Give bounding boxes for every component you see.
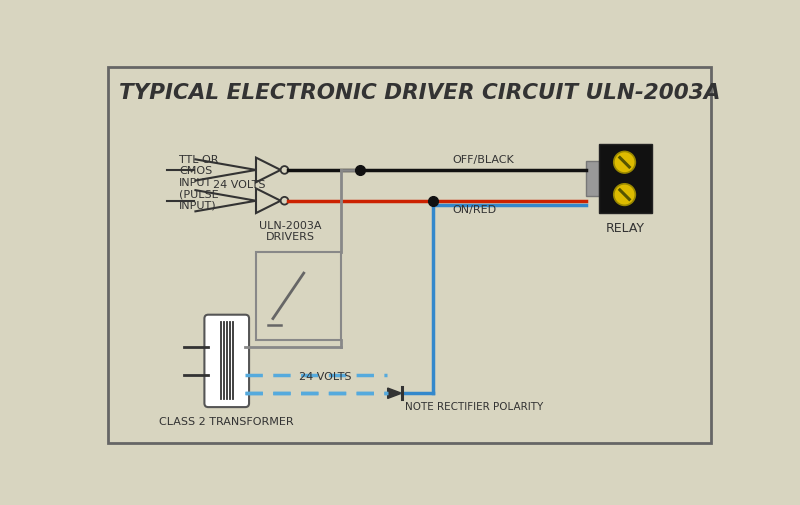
Circle shape <box>281 197 288 205</box>
Text: 24 VOLTS: 24 VOLTS <box>213 180 266 190</box>
Polygon shape <box>256 188 281 213</box>
Bar <box>586 161 599 196</box>
Text: RELAY: RELAY <box>606 222 645 235</box>
Circle shape <box>281 166 288 174</box>
Text: ON/RED: ON/RED <box>452 205 497 215</box>
Text: CLASS 2 TRANSFORMER: CLASS 2 TRANSFORMER <box>159 417 294 427</box>
Polygon shape <box>256 158 281 182</box>
FancyBboxPatch shape <box>205 315 249 407</box>
Circle shape <box>614 152 635 173</box>
Text: 24 VOLTS: 24 VOLTS <box>299 373 351 382</box>
Text: OFF/BLACK: OFF/BLACK <box>452 155 514 165</box>
Polygon shape <box>388 388 402 398</box>
Circle shape <box>614 184 635 206</box>
Bar <box>599 144 652 213</box>
Bar <box>256 251 341 340</box>
Text: TTL OR
CMOS
INPUT
(PULSE
INPUT): TTL OR CMOS INPUT (PULSE INPUT) <box>179 155 218 211</box>
Text: TYPICAL ELECTRONIC DRIVER CIRCUIT ULN-2003A: TYPICAL ELECTRONIC DRIVER CIRCUIT ULN-20… <box>119 83 720 103</box>
Text: ULN-2003A
DRIVERS: ULN-2003A DRIVERS <box>259 221 322 242</box>
Text: NOTE RECTIFIER POLARITY: NOTE RECTIFIER POLARITY <box>406 402 544 413</box>
